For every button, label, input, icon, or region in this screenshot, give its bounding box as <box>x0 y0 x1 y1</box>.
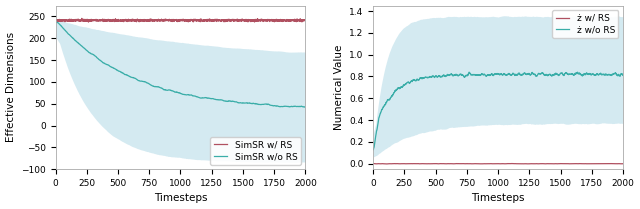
X-axis label: Timesteps: Timesteps <box>471 194 525 203</box>
ż̇ w/ RS <box>508 162 516 165</box>
SimSR w/ RS <box>167 20 175 22</box>
Y-axis label: Effective Dimensions: Effective Dimensions <box>6 32 15 142</box>
SimSR w/o RS <box>294 105 302 108</box>
ż̇ w/ RS <box>491 162 499 165</box>
SimSR w/o RS <box>301 106 309 108</box>
Line: SimSR w/ RS: SimSR w/ RS <box>56 18 305 22</box>
Line: ż̇ w/o RS: ż̇ w/o RS <box>373 72 623 150</box>
ż̇ w/o RS <box>465 71 473 73</box>
ż̇ w/ RS <box>484 163 492 165</box>
ż̇ w/ RS <box>383 163 391 165</box>
ż̇ w/ RS <box>382 163 390 165</box>
ż̇ w/ RS <box>612 162 620 165</box>
ż̇ w/ RS <box>369 162 377 165</box>
SimSR w/o RS <box>65 33 72 36</box>
ż̇ w/o RS <box>566 73 574 75</box>
Legend: ż̇ w/ RS, ż̇ w/o RS: ż̇ w/ RS, ż̇ w/o RS <box>552 10 618 38</box>
ż̇ w/ RS <box>612 162 620 165</box>
SimSR w/ RS <box>84 21 92 23</box>
SimSR w/o RS <box>248 102 256 105</box>
SimSR w/ RS <box>294 19 302 22</box>
X-axis label: Timesteps: Timesteps <box>154 194 207 203</box>
ż̇ w/o RS <box>382 101 390 104</box>
SimSR w/ RS <box>65 19 72 22</box>
ż̇ w/o RS <box>369 148 377 151</box>
ż̇ w/o RS <box>491 73 499 75</box>
SimSR w/ RS <box>301 19 309 22</box>
SimSR w/ RS <box>173 19 181 22</box>
SimSR w/ RS <box>294 19 302 22</box>
SimSR w/o RS <box>167 89 175 92</box>
Line: ż̇ w/ RS: ż̇ w/ RS <box>373 163 623 164</box>
ż̇ w/o RS <box>484 74 492 76</box>
Y-axis label: Numerical Value: Numerical Value <box>333 45 344 130</box>
SimSR w/ RS <box>52 19 60 21</box>
SimSR w/o RS <box>52 21 60 23</box>
Line: SimSR w/o RS: SimSR w/o RS <box>56 22 305 107</box>
Legend: SimSR w/ RS, SimSR w/o RS: SimSR w/ RS, SimSR w/o RS <box>210 137 301 165</box>
SimSR w/ RS <box>249 20 257 23</box>
ż̇ w/ RS <box>566 163 574 165</box>
SimSR w/o RS <box>52 21 60 23</box>
ż̇ w/o RS <box>612 72 620 75</box>
SimSR w/o RS <box>173 91 181 93</box>
ż̇ w/ RS <box>619 162 627 165</box>
SimSR w/o RS <box>294 105 302 108</box>
SimSR w/ RS <box>78 17 86 20</box>
ż̇ w/o RS <box>619 74 627 76</box>
ż̇ w/o RS <box>612 72 620 75</box>
